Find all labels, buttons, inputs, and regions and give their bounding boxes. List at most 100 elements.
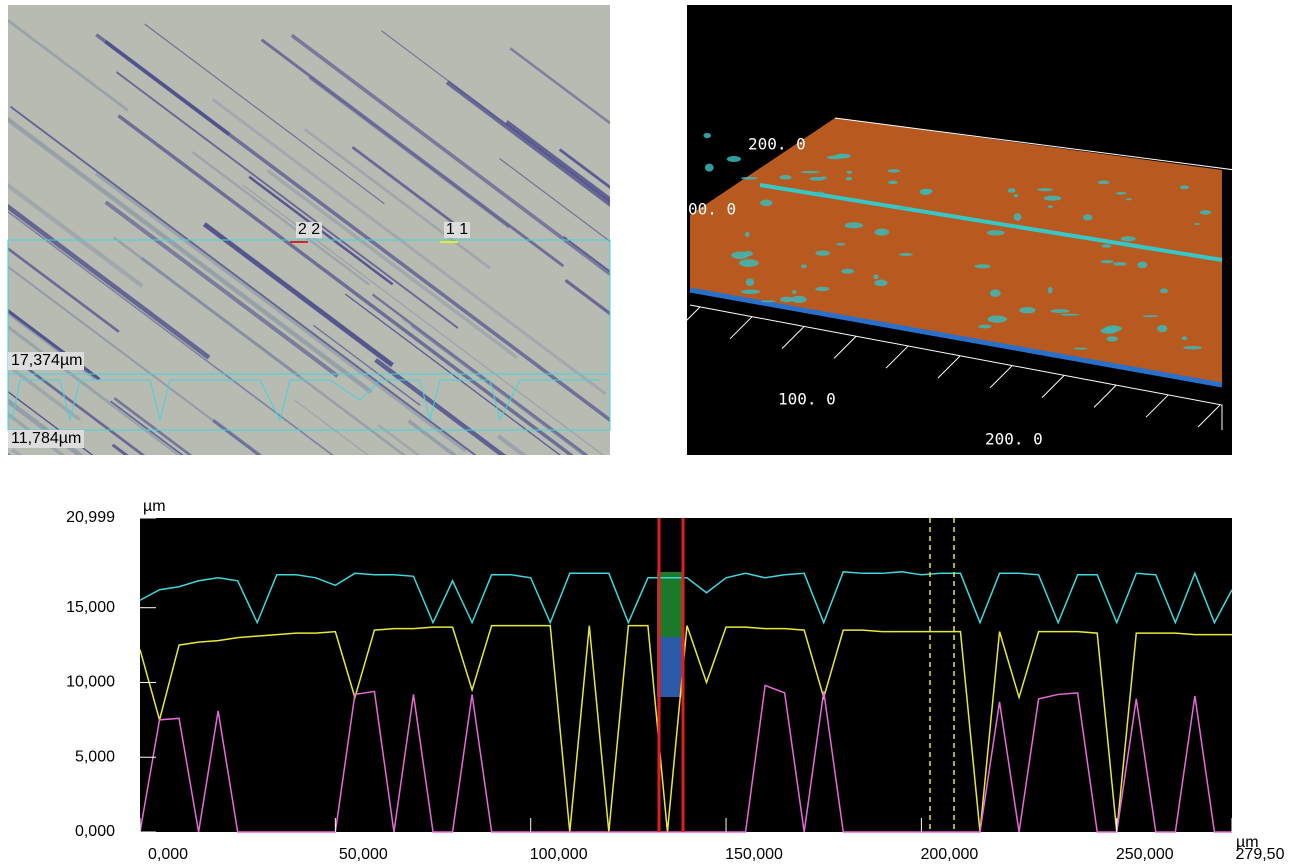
spot <box>898 253 913 256</box>
plot-area <box>140 518 1232 832</box>
axis-tick <box>1145 394 1169 418</box>
marker-label-box <box>296 222 322 238</box>
spot <box>844 222 864 229</box>
streak <box>8 390 94 455</box>
streak <box>8 210 334 455</box>
spot <box>1120 236 1136 242</box>
axis-ticks <box>677 306 1221 428</box>
x-tick-label: 0,000 <box>148 846 188 863</box>
streak <box>9 105 477 455</box>
spot <box>1112 262 1127 266</box>
surface-label: 0. <box>1243 198 1262 217</box>
streak <box>95 33 610 423</box>
surface-label: 100. 0 <box>778 390 836 409</box>
profile-trace <box>11 379 600 422</box>
streak <box>144 23 385 205</box>
spot <box>791 289 797 295</box>
spot <box>888 180 898 185</box>
streak <box>8 352 146 455</box>
spot <box>1179 185 1190 190</box>
spot <box>741 289 760 294</box>
spot <box>1047 205 1054 209</box>
spot <box>740 176 758 180</box>
cursor-fill <box>657 637 683 697</box>
spot <box>845 176 852 181</box>
cursor-fill <box>657 572 683 637</box>
streak <box>191 151 370 286</box>
profile-box <box>7 373 611 431</box>
axis-tick <box>1197 404 1221 428</box>
spot <box>820 176 827 180</box>
streak <box>351 146 468 235</box>
streak <box>266 169 518 359</box>
x-unit: µm <box>1236 834 1259 851</box>
streak <box>8 203 211 360</box>
frame <box>834 117 1236 195</box>
scale-label: 17,374µm <box>11 352 82 369</box>
spot <box>1043 195 1062 201</box>
axis-tick <box>885 345 909 369</box>
y-tick-label: 0,000 <box>75 823 115 840</box>
spot <box>841 268 855 274</box>
profile-line <box>139 684 1232 833</box>
y-tick-label: 10,000 <box>66 674 115 691</box>
spot <box>987 315 1007 323</box>
spot <box>1097 180 1110 185</box>
streak <box>202 222 394 368</box>
streak <box>381 30 610 203</box>
streak <box>115 71 459 329</box>
spot <box>874 228 890 236</box>
lines <box>139 571 1233 833</box>
spot <box>800 170 821 174</box>
streak <box>8 398 84 455</box>
streak <box>8 247 120 333</box>
x-tick-label: 100,000 <box>530 846 588 863</box>
streak <box>290 33 610 277</box>
streak <box>505 120 610 202</box>
spot <box>809 176 825 181</box>
axis-tick <box>1041 375 1065 398</box>
x-tick-label: 200,000 <box>920 846 978 863</box>
spot <box>1013 194 1019 198</box>
streak <box>242 184 605 455</box>
spot <box>1100 260 1114 264</box>
spot <box>835 242 846 246</box>
spot <box>1199 210 1212 215</box>
spot <box>1125 198 1132 201</box>
spot <box>731 251 749 260</box>
streak <box>8 265 261 455</box>
streak <box>308 76 510 229</box>
marker-label: 2 2 <box>298 221 320 238</box>
spot <box>834 153 851 159</box>
spot <box>1115 191 1127 195</box>
spot <box>1060 313 1080 316</box>
surface <box>690 118 1222 385</box>
marker-label: 1 1 <box>446 221 468 238</box>
surface-label: 21. <box>1243 170 1272 189</box>
spot <box>815 286 830 292</box>
streak <box>113 236 406 455</box>
spot <box>1047 286 1053 294</box>
spot <box>874 279 888 287</box>
spot <box>974 264 991 269</box>
axis-tick <box>677 306 701 330</box>
surface-label: 200. 0 <box>985 430 1043 449</box>
streak <box>401 318 585 455</box>
y-unit: µm <box>143 498 166 515</box>
streak <box>445 80 610 208</box>
spot <box>1142 315 1158 318</box>
spot <box>1181 336 1188 341</box>
spot <box>1037 188 1053 192</box>
spot <box>989 289 1001 297</box>
streak <box>371 293 589 455</box>
spot <box>814 191 825 196</box>
spot <box>1157 324 1168 333</box>
spot <box>1183 346 1203 350</box>
streak <box>499 157 610 243</box>
x-tick-label: 50,000 <box>339 846 388 863</box>
axis-tick <box>781 326 805 349</box>
streak <box>113 397 193 455</box>
streak <box>8 363 82 422</box>
spot <box>739 259 759 268</box>
